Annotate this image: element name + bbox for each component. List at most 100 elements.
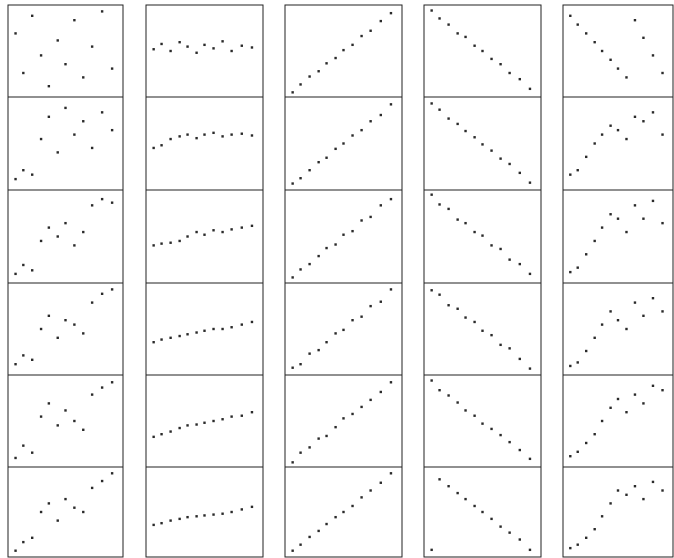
scatter-point <box>481 329 484 332</box>
scatter-point <box>100 292 104 295</box>
scatter-point <box>82 510 85 514</box>
scatter-point <box>110 201 114 204</box>
scatter-point <box>325 522 328 526</box>
scatter-point <box>528 181 532 184</box>
scatter-point <box>178 135 181 138</box>
scatter-point <box>212 419 215 423</box>
scatter-point <box>351 504 354 508</box>
scatter-point <box>22 71 25 75</box>
scatter-point <box>299 363 302 366</box>
panel-frame <box>7 466 124 558</box>
scatter-point <box>221 135 224 138</box>
scatter-point <box>342 48 345 52</box>
scatter-point <box>642 36 645 39</box>
scatter-point <box>299 177 302 180</box>
scatter-point <box>342 510 345 514</box>
scatter-point <box>64 319 67 322</box>
scatter-point <box>661 389 664 392</box>
scatter-point <box>203 233 206 236</box>
panel-frame <box>7 282 124 376</box>
panel-frame <box>562 466 674 558</box>
scatter-point <box>342 142 345 145</box>
scatter-point <box>369 489 372 492</box>
scatter-point <box>625 76 628 79</box>
scatter-point <box>600 49 604 53</box>
scatter-point <box>508 440 511 444</box>
scatter-point <box>528 457 532 461</box>
scatter-point <box>308 262 311 266</box>
scatter-point <box>73 419 76 423</box>
scatter-point <box>379 481 382 484</box>
scatter-point <box>186 235 189 238</box>
scatter-point <box>464 221 467 225</box>
scatter-point <box>73 323 76 326</box>
scatter-point <box>430 193 433 196</box>
scatter-point <box>609 406 612 409</box>
scatter-point <box>39 327 43 331</box>
scatter-point <box>661 133 664 136</box>
scatter-point <box>14 456 17 460</box>
scatter-point <box>47 502 51 505</box>
scatter-point <box>430 379 433 382</box>
scatter-point <box>342 417 345 420</box>
scatter-point <box>160 42 163 46</box>
scatter-point <box>14 549 17 552</box>
scatter-point <box>342 328 345 332</box>
scatter-point <box>389 197 393 201</box>
scatter-point <box>490 244 493 247</box>
scatter-point <box>369 120 372 123</box>
scatter-point <box>291 549 294 552</box>
scatter-point <box>633 19 637 22</box>
scatter-point <box>576 23 579 26</box>
scatter-point <box>593 528 596 531</box>
scatter-point <box>473 230 476 234</box>
scatter-point <box>56 39 59 42</box>
scatter-point <box>633 393 637 396</box>
scatter-point <box>651 111 655 114</box>
scatter-point <box>56 519 59 522</box>
scatter-point <box>499 343 502 347</box>
scatter-point <box>160 521 163 525</box>
scatter-point <box>351 412 354 416</box>
scatter-point <box>616 67 620 70</box>
scatter-point <box>317 160 320 164</box>
scatter-point <box>203 421 206 424</box>
scatter-point <box>14 272 17 276</box>
scatter-point <box>56 151 59 154</box>
scatter-point <box>110 381 114 384</box>
scatter-point <box>178 41 181 44</box>
scatter-point <box>447 304 450 307</box>
scatter-point <box>379 300 382 303</box>
scatter-point <box>325 246 328 250</box>
scatter-point <box>508 162 511 166</box>
scatter-point <box>379 113 382 117</box>
scatter-point <box>642 217 645 220</box>
scatter-point <box>633 204 637 207</box>
scatter-point <box>169 137 172 141</box>
scatter-point <box>299 543 302 546</box>
scatter-point <box>499 63 502 66</box>
scatter-point <box>481 422 484 425</box>
scatter-point <box>110 472 114 475</box>
scatter-point <box>490 427 493 431</box>
scatter-point <box>47 314 51 317</box>
scatter-point <box>473 320 476 324</box>
scatter-point <box>473 136 476 139</box>
scatter-point <box>195 136 198 140</box>
scatter-point <box>593 41 596 44</box>
scatter-point <box>178 517 181 521</box>
scatter-point <box>308 75 311 78</box>
scatter-point <box>360 219 363 222</box>
scatter-point <box>651 480 655 484</box>
panel-frame <box>145 4 264 98</box>
scatter-point <box>518 448 521 452</box>
scatter-point <box>152 523 155 527</box>
scatter-point <box>221 40 224 43</box>
scatter-point <box>250 411 254 414</box>
scatter-point <box>82 120 85 123</box>
scatter-point <box>334 425 337 429</box>
scatter-point <box>240 132 243 135</box>
scatter-point <box>625 327 628 331</box>
scatter-point <box>212 513 215 516</box>
scatter-point <box>39 239 43 243</box>
